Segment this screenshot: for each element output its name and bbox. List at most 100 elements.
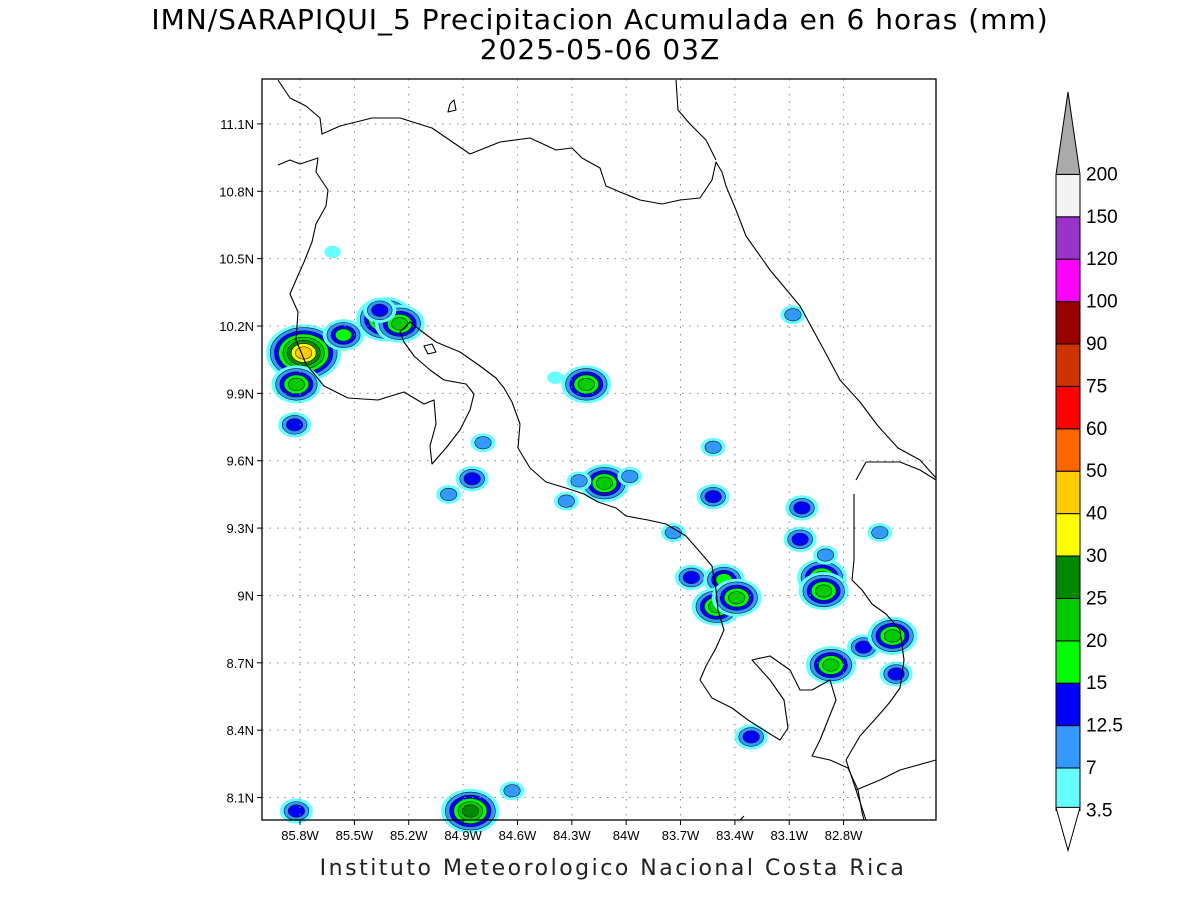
- lon-label: 84.6W: [499, 828, 537, 843]
- colorbar-swatch: [1055, 640, 1081, 684]
- precip-cell: [441, 788, 500, 834]
- colorbar-swatch: [1055, 173, 1081, 218]
- colorbar-label: 25: [1086, 588, 1107, 609]
- precip-cell: [436, 485, 462, 504]
- precip-contour: [742, 730, 760, 744]
- precip-cell: [674, 564, 709, 591]
- lat-label: 10.5N: [219, 252, 254, 267]
- precip-cell: [470, 433, 496, 453]
- map-frame: [261, 78, 937, 821]
- precip-cell: [266, 324, 342, 382]
- precip-cell: [271, 365, 322, 404]
- precip-contour: [784, 308, 802, 322]
- colorbar-top-arrow: [1055, 91, 1081, 175]
- precip-contour: [595, 476, 613, 490]
- precip-cell: [711, 578, 762, 617]
- precip-cell: [660, 523, 686, 542]
- colorbar-swatch: [1055, 470, 1081, 515]
- lat-label: 9N: [237, 588, 254, 603]
- colorbar-swatch: [1055, 725, 1081, 769]
- precip-cell: [867, 616, 918, 655]
- colorbar-label: 50: [1086, 461, 1107, 482]
- precip-contour: [287, 377, 305, 391]
- precip-cell: [783, 526, 817, 552]
- colorbar-label: 100: [1086, 292, 1118, 313]
- colorbar-label: 7: [1086, 758, 1097, 779]
- colorbar-label: 12.5: [1086, 716, 1123, 737]
- precip-cell: [561, 365, 612, 404]
- precip-cell: [455, 466, 489, 492]
- precip-contour: [884, 629, 902, 643]
- lat-label: 11.1N: [220, 117, 254, 132]
- precip-cell: [785, 495, 819, 521]
- precip-contour: [815, 584, 833, 598]
- lat-label: 8.4N: [227, 723, 254, 738]
- precip-contour: [371, 303, 389, 317]
- precip-contour: [474, 436, 492, 450]
- precip-cell: [617, 467, 643, 486]
- precip-contour: [461, 804, 479, 818]
- precip-cell: [734, 724, 768, 750]
- colorbar-swatch: [1055, 555, 1081, 599]
- latitude-axis: 11.1N 10.8N 10.5N 10.2N 9.9N 9.6N 9.3N 9N 8.7N 8.…: [219, 117, 262, 806]
- colorbar-legend: 3.5 7 12.5 15 20 25 30 40 50 60 75 90 100 120 150 200: [1055, 91, 1123, 853]
- colorbar-bottom-arrow: [1055, 806, 1081, 853]
- colorbar-swatch: [1055, 343, 1081, 387]
- precip-contour: [816, 548, 834, 562]
- precip-contour: [577, 377, 595, 391]
- colorbar-swatch: [1055, 428, 1081, 472]
- colorbar-label: 150: [1086, 207, 1118, 228]
- lon-label: 83.7W: [662, 828, 700, 843]
- colorbar-label: 40: [1086, 504, 1107, 525]
- precip-cell: [363, 297, 397, 323]
- colorbar-label: 90: [1086, 334, 1107, 355]
- precip-contour: [704, 440, 722, 454]
- precip-contour: [463, 472, 481, 486]
- colorbar-label: 200: [1086, 164, 1118, 185]
- lon-label: 85.5W: [336, 828, 374, 843]
- colorbar-swatch: [1055, 767, 1081, 811]
- footer-credit: Instituto Meteorologico Nacional Costa R…: [319, 856, 907, 881]
- precip-contour: [335, 328, 353, 342]
- colorbar-swatch: [1055, 597, 1081, 642]
- precip-contour: [793, 501, 811, 515]
- precip-contour: [286, 418, 304, 432]
- lat-label: 8.1N: [227, 791, 254, 806]
- precip-cell: [279, 798, 314, 824]
- precip-cell: [566, 471, 592, 491]
- precip-cell: [553, 491, 579, 511]
- colorbar-label: 75: [1086, 376, 1107, 397]
- graticule: [262, 79, 936, 820]
- lon-label: 84.9W: [444, 828, 482, 843]
- precip-cell: [579, 464, 630, 503]
- precip-contour: [621, 469, 639, 483]
- precip-contour: [664, 526, 682, 540]
- precip-cell: [324, 245, 341, 259]
- precip-cell: [867, 523, 893, 542]
- colorbar-swatch: [1055, 301, 1081, 345]
- precip-contour: [855, 640, 873, 654]
- longitude-axis: 85.8W 85.5W 85.2W 84.9W 84.6W 84.3W 84W 83.7W 83…: [281, 820, 863, 843]
- precip-cell: [278, 412, 312, 438]
- precip-cell: [700, 437, 726, 457]
- map-title: IMN/SARAPIQUI_5 Precipitacion Acumulada …: [151, 3, 1049, 36]
- lon-label: 82.8W: [825, 828, 863, 843]
- colorbar-label: 3.5: [1086, 800, 1112, 821]
- precip-contour: [547, 371, 564, 384]
- precip-contour: [287, 804, 305, 818]
- map-datetime: 2025-05-06 03Z: [479, 33, 721, 66]
- colorbar-swatch: [1055, 216, 1081, 260]
- precip-contour: [570, 474, 588, 488]
- lon-label: 84W: [613, 828, 640, 843]
- lon-label: 85.8W: [281, 828, 319, 843]
- colorbar-label: 20: [1086, 631, 1107, 652]
- colorbar-swatch: [1055, 258, 1081, 303]
- precip-cell: [813, 545, 838, 565]
- precip-cell: [798, 571, 849, 610]
- colorbar-swatch: [1055, 682, 1081, 727]
- coastline-and-borders: [277, 79, 937, 821]
- precip-contour: [391, 317, 409, 331]
- lon-label: 84.3W: [553, 828, 591, 843]
- lon-label: 83.4W: [716, 828, 754, 843]
